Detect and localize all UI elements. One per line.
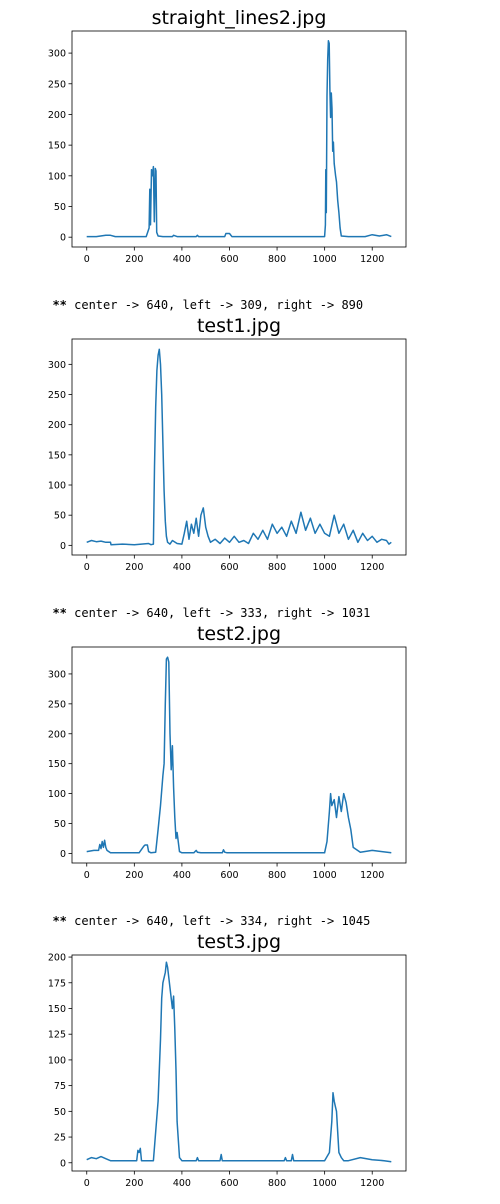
output-3-prefix: ** [52, 914, 67, 928]
x-tick-label: 1000 [313, 562, 337, 573]
output-line-1: ** center -> 640, left -> 309, right -> … [38, 284, 363, 312]
y-tick-label: 0 [60, 233, 66, 244]
chart-2-frame [71, 338, 407, 556]
output-line-3: ** center -> 640, left -> 334, right -> … [38, 900, 370, 928]
x-tick-label: 1200 [360, 254, 384, 265]
output-2-text: center -> 640, left -> 333, right -> 103… [66, 606, 371, 620]
y-tick-label: 0 [60, 541, 66, 552]
y-tick-label: 200 [48, 420, 66, 431]
x-tick-label: 800 [268, 562, 286, 573]
y-tick-label: 100 [48, 1055, 66, 1066]
x-tick-label: 1000 [313, 1178, 337, 1188]
output-line-2: ** center -> 640, left -> 333, right -> … [38, 592, 370, 620]
x-tick-label: 800 [268, 254, 286, 265]
y-tick-label: 75 [54, 1081, 66, 1092]
chart-1-title: straight_lines2.jpg [152, 7, 327, 29]
y-tick-label: 200 [48, 110, 66, 121]
chart-2-series-line [86, 348, 392, 546]
y-tick-label: 250 [48, 79, 66, 90]
y-tick-label: 150 [48, 450, 66, 461]
x-tick-label: 1200 [360, 870, 384, 881]
y-tick-label: 50 [54, 1107, 66, 1118]
y-tick-label: 250 [48, 390, 66, 401]
y-tick-label: 150 [48, 1004, 66, 1015]
x-tick-label: 400 [173, 1178, 191, 1188]
y-tick-label: 125 [48, 1030, 66, 1041]
chart-4: test3.jpg 0 200 400 600 800 1000 1200 0 25 50 75 100… [0, 924, 500, 1204]
chart-2-title: test1.jpg [197, 315, 281, 337]
y-tick-label: 0 [60, 849, 66, 860]
chart-3: test2.jpg 0 200 400 600 800 1000 1200 0 50 100 150 2… [0, 616, 500, 896]
x-tick-label: 800 [268, 1178, 286, 1188]
x-tick-label: 0 [84, 562, 90, 573]
y-tick-label: 300 [48, 49, 66, 60]
x-tick-label: 600 [220, 562, 238, 573]
y-tick-label: 175 [48, 978, 66, 989]
x-tick-label: 400 [173, 254, 191, 265]
chart-3-title: test2.jpg [197, 623, 281, 645]
x-tick-label: 1000 [313, 254, 337, 265]
y-tick-label: 150 [48, 141, 66, 152]
y-tick-label: 250 [48, 699, 66, 710]
y-tick-label: 25 [54, 1133, 66, 1144]
chart-3-frame [71, 646, 407, 864]
chart-1: straight_lines2.jpg 0 200 400 600 800 1000 1200… [0, 0, 500, 280]
x-tick-label: 200 [125, 254, 143, 265]
y-tick-label: 0 [60, 1158, 66, 1169]
x-tick-label: 600 [220, 1178, 238, 1188]
y-tick-label: 200 [48, 953, 66, 964]
y-tick-label: 150 [48, 759, 66, 770]
output-1-text: center -> 640, left -> 309, right -> 890 [66, 298, 364, 312]
x-tick-label: 200 [125, 562, 143, 573]
chart-3-svg: test2.jpg 0 200 400 600 800 1000 1200 0 50 100 150 2… [48, 623, 407, 881]
x-tick-label: 1200 [360, 562, 384, 573]
x-tick-label: 600 [220, 254, 238, 265]
y-tick-label: 300 [48, 360, 66, 371]
x-tick-label: 400 [173, 562, 191, 573]
x-tick-label: 200 [125, 870, 143, 881]
chart-1-series-line [86, 40, 392, 238]
y-tick-label: 300 [48, 669, 66, 680]
output-3-text: center -> 640, left -> 334, right -> 104… [66, 914, 371, 928]
x-tick-label: 600 [220, 870, 238, 881]
x-tick-label: 1200 [360, 1178, 384, 1188]
y-tick-label: 100 [48, 481, 66, 492]
y-tick-label: 100 [48, 789, 66, 800]
y-tick-label: 200 [48, 729, 66, 740]
chart-2: test1.jpg 0 200 400 600 800 1000 1200 0 50 100 150 2… [0, 308, 500, 588]
chart-4-svg: test3.jpg 0 200 400 600 800 1000 1200 0 25 50 75 100… [48, 931, 407, 1188]
chart-1-frame [71, 30, 407, 248]
y-tick-label: 100 [48, 171, 66, 182]
y-tick-label: 50 [54, 511, 66, 522]
output-2-prefix: ** [52, 606, 67, 620]
x-tick-label: 1000 [313, 870, 337, 881]
output-1-prefix: ** [52, 298, 67, 312]
chart-4-series-line [86, 961, 392, 1163]
x-tick-label: 0 [84, 254, 90, 265]
y-tick-label: 50 [54, 819, 66, 830]
chart-3-series-line [86, 656, 392, 854]
x-tick-label: 0 [84, 870, 90, 881]
x-tick-label: 400 [173, 870, 191, 881]
x-tick-label: 800 [268, 870, 286, 881]
y-tick-label: 50 [54, 202, 66, 213]
chart-4-title: test3.jpg [197, 931, 281, 953]
chart-4-frame [71, 954, 407, 1172]
x-tick-label: 0 [84, 1178, 90, 1188]
chart-2-svg: test1.jpg 0 200 400 600 800 1000 1200 0 50 100 150 2… [48, 315, 407, 573]
x-tick-label: 200 [125, 1178, 143, 1188]
